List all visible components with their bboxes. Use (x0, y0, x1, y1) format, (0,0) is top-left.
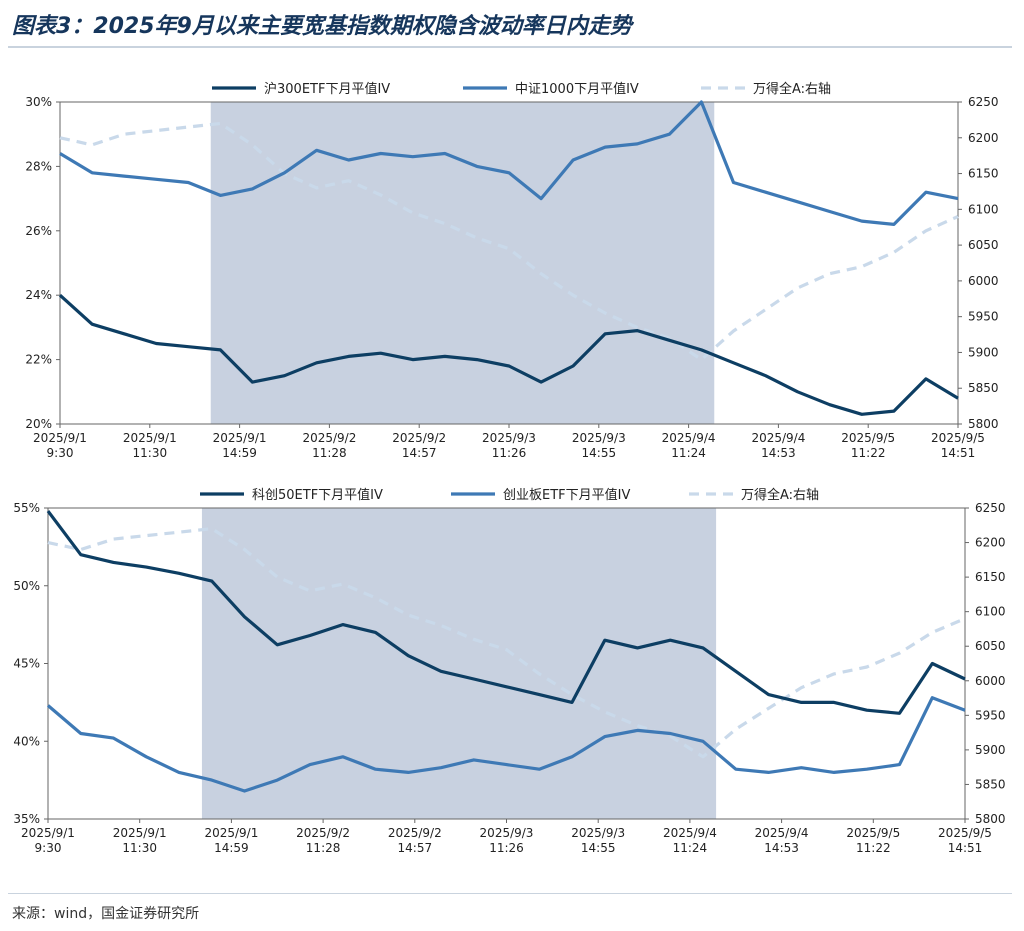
x-tick-date: 2025/9/2 (302, 431, 356, 445)
series-0-line (58, 294, 959, 416)
right-tick-label: 6200 (975, 536, 1006, 550)
x-tick-date: 2025/9/4 (751, 431, 805, 445)
right-tick-label: 6150 (968, 167, 999, 181)
right-tick-label: 5900 (975, 743, 1006, 757)
right-tick-label: 6250 (968, 95, 999, 109)
x-tick-time: 11:26 (489, 841, 524, 855)
x-tick-time: 14:55 (581, 841, 616, 855)
shaded-period (201, 508, 717, 819)
right-tick-label: 5950 (968, 310, 999, 324)
x-tick-time: 14:57 (398, 841, 433, 855)
right-tick-label: 6050 (968, 238, 999, 252)
x-tick-time: 11:30 (133, 446, 168, 460)
right-tick-label: 6000 (968, 274, 999, 288)
right-tick-label: 6000 (975, 674, 1006, 688)
x-tick-date: 2025/9/4 (755, 826, 809, 840)
x-tick-time: 11:22 (856, 841, 891, 855)
x-tick-date: 2025/9/3 (482, 431, 536, 445)
x-tick-time: 11:22 (851, 446, 886, 460)
legend-label: 中证1000下月平值IV (515, 81, 639, 97)
x-tick-time: 11:26 (492, 446, 527, 460)
right-tick-label: 5900 (968, 345, 999, 359)
right-tick-label: 6250 (975, 501, 1006, 515)
x-tick-time: 14:57 (402, 446, 437, 460)
right-tick-label: 6050 (975, 639, 1006, 653)
left-tick-label: 22% (25, 353, 52, 367)
x-tick-time: 14:51 (941, 446, 976, 460)
x-tick-time: 14:51 (948, 841, 983, 855)
right-tick-label: 6150 (975, 570, 1006, 584)
series-1-line (46, 696, 966, 793)
left-tick-label: 45% (13, 657, 40, 671)
legend-label: 沪300ETF下月平值IV (264, 81, 390, 97)
x-tick-time: 14:53 (764, 841, 799, 855)
x-tick-date: 2025/9/5 (846, 826, 900, 840)
x-tick-time: 11:24 (673, 841, 708, 855)
footer-divider (8, 893, 1012, 894)
x-tick-time: 11:30 (122, 841, 157, 855)
x-tick-date: 2025/9/1 (113, 826, 167, 840)
x-tick-date: 2025/9/2 (388, 826, 442, 840)
x-tick-date: 2025/9/1 (204, 826, 258, 840)
x-tick-date: 2025/9/4 (663, 826, 717, 840)
x-tick-date: 2025/9/5 (841, 431, 895, 445)
left-tick-label: 50% (13, 579, 40, 593)
series-1-line (59, 100, 959, 226)
x-tick-date: 2025/9/3 (480, 826, 534, 840)
series-2-line (47, 527, 966, 759)
legend-label: 万得全A:右轴 (741, 487, 819, 503)
x-tick-time: 11:28 (312, 446, 347, 460)
x-tick-time: 9:30 (47, 446, 74, 460)
right-tick-label: 6200 (968, 131, 999, 145)
source-note: 来源：wind，国金证券研究所 (12, 906, 200, 922)
right-tick-label: 5850 (968, 381, 999, 395)
x-tick-time: 14:53 (761, 446, 796, 460)
legend-label: 万得全A:右轴 (753, 81, 831, 97)
chart-top: 20% 22% 24% 26% 28% 30% 5800 5850 5900 5950 6000 60… (25, 81, 999, 460)
x-tick-date: 2025/9/2 (296, 826, 350, 840)
left-tick-label: 30% (25, 95, 52, 109)
x-tick-time: 11:28 (306, 841, 341, 855)
legend-label: 创业板ETF下月平值IV (503, 487, 630, 503)
x-tick-date: 2025/9/3 (571, 826, 625, 840)
x-tick-time: 14:55 (582, 446, 617, 460)
left-tick-label: 55% (13, 501, 40, 515)
series-0-line (46, 510, 966, 715)
title-divider (8, 46, 1012, 48)
x-tick-date: 2025/9/1 (21, 826, 75, 840)
x-tick-date: 2025/9/3 (572, 431, 626, 445)
left-tick-label: 24% (25, 288, 52, 302)
x-tick-date: 2025/9/2 (392, 431, 446, 445)
x-tick-date: 2025/9/5 (931, 431, 985, 445)
legend-label: 科创50ETF下月平值IV (252, 487, 383, 503)
left-tick-label: 20% (25, 417, 52, 431)
right-tick-label: 5950 (975, 708, 1006, 722)
right-tick-label: 6100 (975, 605, 1006, 619)
left-tick-label: 26% (25, 224, 52, 238)
x-tick-date: 2025/9/4 (662, 431, 716, 445)
x-tick-time: 9:30 (35, 841, 62, 855)
right-tick-label: 5800 (968, 417, 999, 431)
figure-title: 图表3：2025年9月以来主要宽基指数期权隐含波动率日内走势 (12, 14, 632, 39)
x-tick-date: 2025/9/1 (213, 431, 267, 445)
x-tick-time: 14:59 (214, 841, 249, 855)
right-tick-label: 5850 (975, 777, 1006, 791)
x-tick-time: 14:59 (222, 446, 257, 460)
x-tick-date: 2025/9/1 (123, 431, 177, 445)
right-tick-label: 5800 (975, 812, 1006, 826)
x-tick-time: 11:24 (671, 446, 706, 460)
left-tick-label: 40% (13, 734, 40, 748)
left-tick-label: 35% (13, 812, 40, 826)
left-tick-label: 28% (25, 159, 52, 173)
x-tick-date: 2025/9/1 (33, 431, 87, 445)
x-tick-date: 2025/9/5 (938, 826, 992, 840)
chart-bottom: 35% 40% 45% 50% 55% 5800 5850 5900 5950 6000 6050 6… (13, 487, 1006, 855)
right-tick-label: 6100 (968, 202, 999, 216)
